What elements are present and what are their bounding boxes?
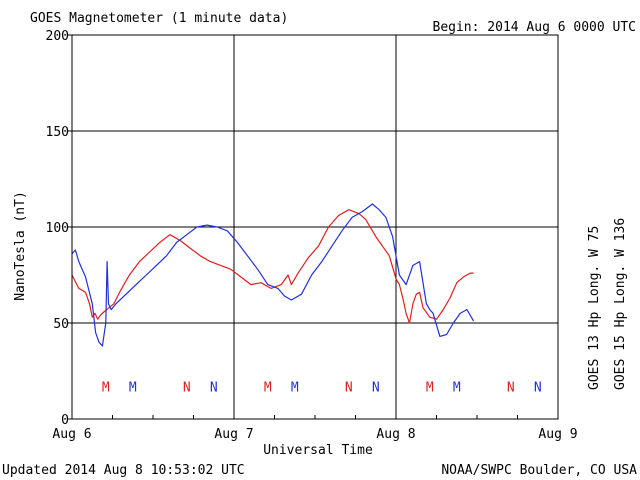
marker-n: N [507, 380, 515, 395]
grid [72, 35, 558, 419]
y-tick-label: 50 [53, 317, 69, 332]
credit: NOAA/SWPC Boulder, CO USA [441, 463, 637, 478]
x-tick-label: Aug 7 [214, 427, 253, 442]
begin-time: Begin: 2014 Aug 6 0000 UTC [433, 20, 637, 35]
marker-m: M [129, 380, 137, 395]
x-tick-label: Aug 6 [52, 427, 91, 442]
legend-goes13: GOES 13 Hp Long. W 75 [587, 226, 602, 390]
marker-n: N [183, 380, 191, 395]
event-markers: M M MM M MN N NN N N [102, 380, 542, 395]
updated-time: Updated 2014 Aug 8 10:53:02 UTC [2, 463, 245, 478]
marker-n: N [210, 380, 218, 395]
marker-m: M [426, 380, 434, 395]
series-line-goes15 [71, 203, 475, 347]
marker-m: M [291, 380, 299, 395]
data-series [71, 203, 475, 347]
chart-title: GOES Magnetometer (1 minute data) [30, 11, 288, 26]
series-line-goes13 [71, 209, 474, 324]
x-tick-label: Aug 8 [376, 427, 415, 442]
y-tick-label: 200 [46, 29, 69, 44]
y-tick-label: 0 [61, 413, 69, 428]
y-tick-label: 150 [46, 125, 69, 140]
marker-m: M [264, 380, 272, 395]
legend-goes15: GOES 15 Hp Long. W 136 [613, 218, 628, 390]
marker-n: N [345, 380, 353, 395]
x-tick-label: Aug 9 [538, 427, 577, 442]
marker-m: M [102, 380, 110, 395]
y-axis-label: NanoTesla (nT) [13, 191, 28, 301]
marker-n: N [372, 380, 380, 395]
axis-ticks: 0 50 100 150 200 Aug 6 Aug 7 Aug 8 Aug 9 [46, 29, 578, 442]
plot-frame [71, 34, 559, 420]
marker-m: M [453, 380, 461, 395]
marker-n: N [534, 380, 542, 395]
y-tick-label: 100 [46, 221, 69, 236]
x-axis-label: Universal Time [263, 443, 373, 458]
